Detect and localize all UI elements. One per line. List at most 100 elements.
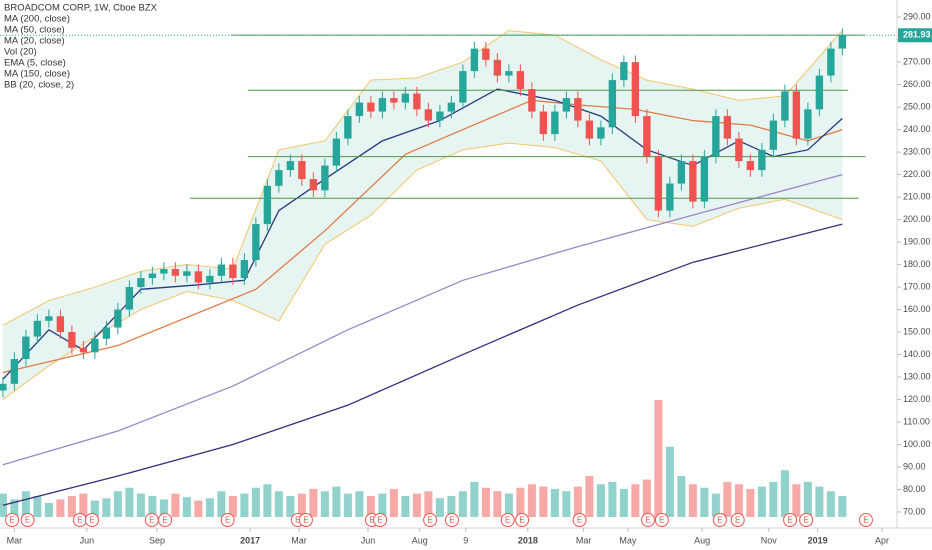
candle-body [355,102,364,117]
candle-body [424,109,433,121]
candle-body [735,138,743,162]
candle-body [746,161,755,171]
candle-body [815,75,824,110]
x-tick-label: 2017 [240,535,260,545]
candle-body [298,161,306,180]
earnings-label: E [645,516,650,525]
candle-body [654,156,663,211]
earnings-marker [85,513,99,527]
earnings-marker [500,513,515,527]
volume-bar [217,491,226,517]
x-tick-label: Mar [7,535,23,545]
candle-body [551,111,559,135]
candle-body [631,62,640,117]
candle-body [516,71,525,90]
candle-body [608,80,617,128]
candle-body [689,161,697,202]
candle-body [643,116,651,157]
earnings-label: E [505,516,510,525]
earnings-label: E [303,516,308,525]
x-tick-label: Aug [412,535,428,545]
volume-bar [654,400,663,517]
volume-bar [263,484,272,517]
earnings-label: E [735,516,740,525]
y-tick-label: 290.00 [903,11,931,21]
candle-body [22,336,30,360]
candle-body [378,98,387,112]
candle-body [413,93,421,110]
band-fill [2,30,843,400]
volume-bar [723,481,732,517]
volume-bar [573,486,582,517]
volume-bar [274,491,283,517]
legend-entry: MA (20, close) [4,36,65,47]
earnings-marker [5,513,20,527]
ma-line [2,223,843,506]
volume-bar [297,493,306,517]
y-tick-label: 240.00 [903,124,931,134]
legend-entry: Vol (20) [4,47,37,58]
volume-bar [56,499,65,517]
legend-entry: BB (20, close, 2) [4,80,74,91]
candle-body [332,138,341,166]
candle-body [585,120,594,139]
candle-body [79,347,88,353]
x-tick-label: 9 [463,535,468,545]
earnings-marker [298,513,313,527]
volume-bar [493,491,502,517]
volume-bar [424,491,433,517]
volume-bar [746,488,755,517]
candle-body [137,278,145,288]
earnings-label: E [162,516,167,525]
y-tick-label: 140.00 [903,349,931,359]
candle-body [102,327,111,339]
candle-body [723,116,732,139]
y-tick-label: 120.00 [903,394,931,404]
earnings-label: E [225,516,230,525]
candle-body [597,127,605,139]
earnings-marker [158,513,173,527]
legend-entry: MA (50, close) [4,25,65,36]
y-tick-label: 180.00 [903,259,931,269]
volume-bar [159,499,168,517]
volume-bar [642,479,651,517]
candle-body [712,116,720,157]
volume-bar [435,498,444,517]
x-tick-label: Aug [694,535,710,545]
earnings-label: E [377,516,382,525]
candle-body [309,179,318,191]
volume-bar [562,491,571,517]
y-tick-label: 90.00 [903,461,926,471]
candle-body [792,91,801,139]
earnings-marker [641,513,656,527]
volume-bar [757,486,766,517]
band-line [2,30,843,326]
volume-bar [826,491,835,517]
candle-body [827,48,835,76]
volume-bar [366,495,375,517]
volume-bar [734,484,743,517]
volume-bar [688,484,697,517]
volume-bar [343,493,352,517]
volume-bar [355,491,364,517]
earnings-label: E [449,516,454,525]
plot-area [0,28,897,517]
volume-bar [125,487,134,517]
candle-body [666,183,674,211]
earnings-marker [572,513,587,527]
candle-body [56,316,65,333]
candle-body [804,109,812,139]
candle-body [160,269,168,274]
volume-bar [389,488,398,517]
candle-body [148,273,157,279]
legend-entry: MA (200, close) [4,14,70,25]
volume-bar [815,486,824,517]
candle-body [194,271,203,283]
earnings-label: E [295,516,300,525]
volume-bar [401,495,410,517]
volume-bar [780,470,789,517]
volume-bar [585,476,594,517]
volume-bar [596,484,605,517]
earnings-label: E [427,516,432,525]
volume-bar [194,500,203,517]
